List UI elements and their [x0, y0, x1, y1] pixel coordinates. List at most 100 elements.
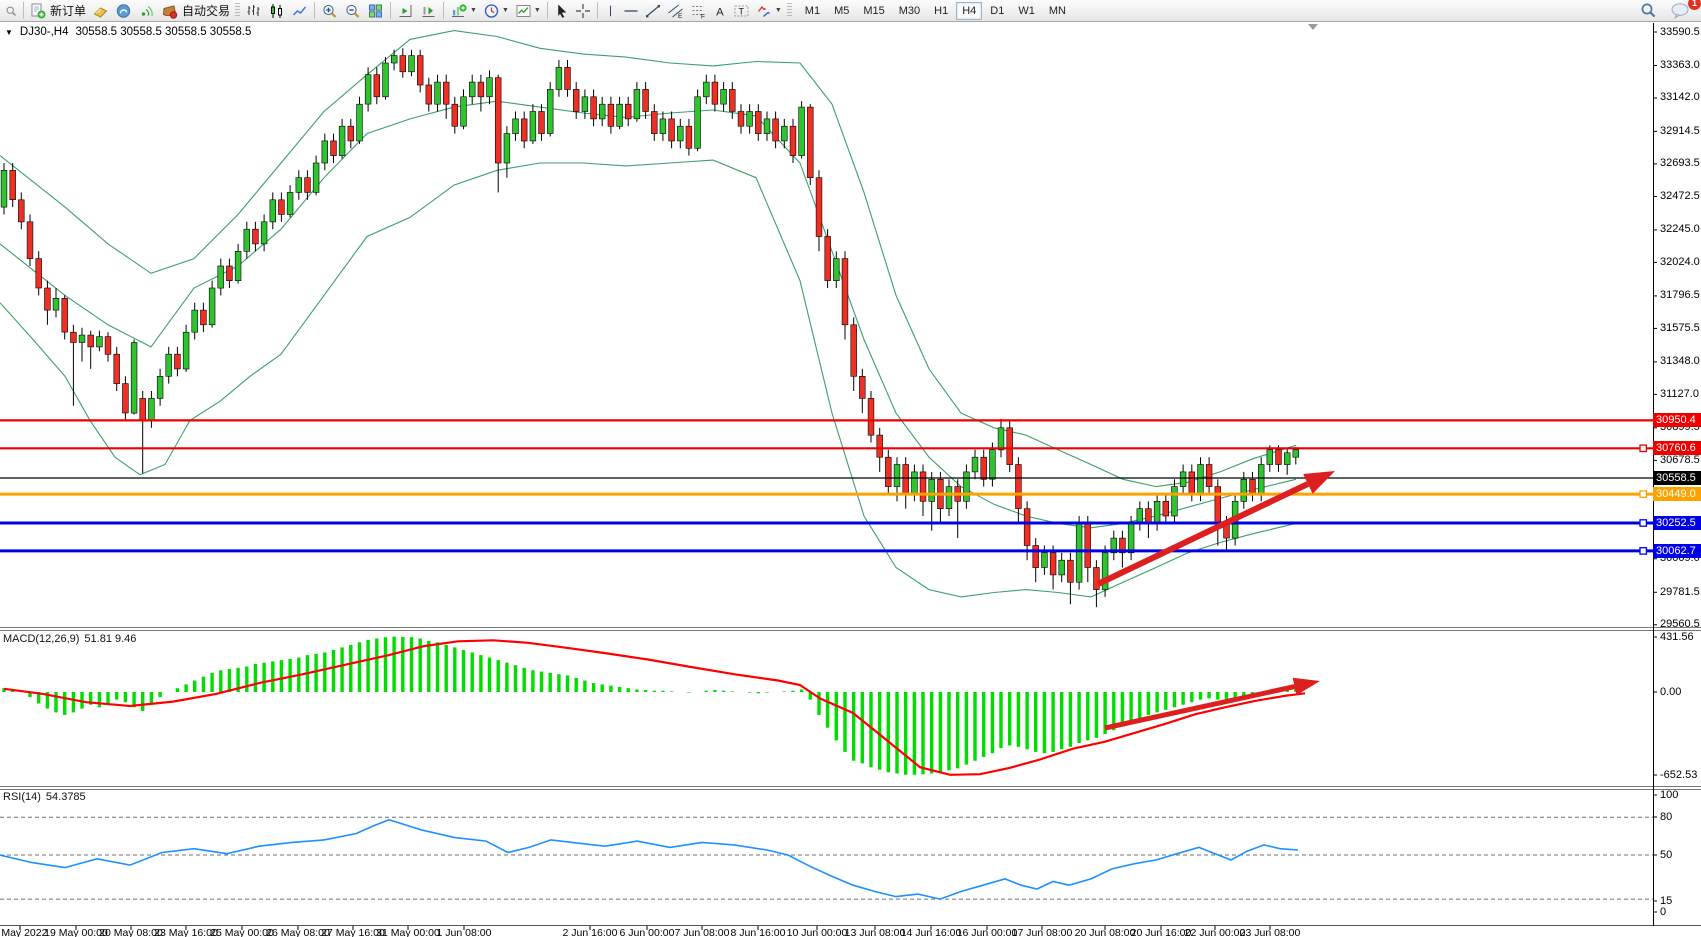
text-label-tool-button[interactable]: T [730, 1, 753, 21]
divider [443, 2, 445, 19]
price-tick-label: 29781.5 [1660, 586, 1700, 598]
timeframe-button-w1[interactable]: W1 [1018, 4, 1035, 17]
channel-tool-button[interactable]: E [664, 1, 687, 21]
timeframe-button-m30[interactable]: M30 [898, 4, 921, 17]
rsi-tick-label: 80 [1660, 811, 1673, 823]
search-button[interactable] [1637, 1, 1660, 21]
vertical-line-icon [604, 3, 617, 19]
indicators-icon [450, 3, 468, 19]
zoom-out-button[interactable] [341, 1, 364, 21]
gold-bar-icon [92, 3, 109, 19]
timeframe-button-h4[interactable]: H4 [956, 1, 983, 20]
timeframe-button-h1[interactable]: H1 [934, 4, 949, 17]
price-level-badge[interactable]: 30760.6 [1653, 441, 1701, 455]
macd-signal-line [3, 639, 1306, 776]
macd-tick-label: -652.53 [1660, 769, 1698, 781]
time-axis-label: 6 Jun 00:00 [619, 927, 675, 937]
timeframe-button-mn[interactable]: MN [1048, 4, 1066, 17]
rsi-tick-label: 0 [1660, 906, 1667, 918]
time-axis-label: 7 Jun 08:00 [674, 927, 730, 937]
price-level-badge[interactable]: 30449.0 [1653, 487, 1701, 501]
vertical-line-tool-button[interactable] [601, 1, 620, 21]
periods-button[interactable]: ▼ [480, 1, 512, 21]
trend-arrow-main[interactable] [1096, 471, 1335, 587]
clock-icon [483, 3, 500, 19]
templates-button[interactable]: ▼ [512, 1, 544, 21]
divider [314, 2, 316, 19]
zoom-in-button[interactable] [318, 1, 341, 21]
price-level-badge[interactable]: 30558.5 [1653, 471, 1701, 485]
rsi-level-lines [0, 816, 1653, 900]
fibonacci-tool-button[interactable]: F [687, 1, 710, 21]
timeframe-button-m5[interactable]: M5 [834, 4, 850, 17]
cursor-icon [554, 3, 569, 19]
cursor-tool-button[interactable] [551, 1, 572, 21]
crosshair-icon [575, 3, 591, 19]
toolbar-grip[interactable] [235, 3, 241, 18]
bar-chart-button[interactable] [242, 1, 265, 21]
chevron-down-icon: ▼ [774, 7, 782, 14]
time-axis-label: 20 May 08:00 [99, 927, 163, 937]
autotrading-label: 自动交易 [182, 4, 231, 18]
time-axis-label: 25 May 00:00 [210, 927, 274, 937]
toolbar-grip[interactable] [786, 3, 792, 18]
timeframe-button-m15[interactable]: M15 [863, 4, 885, 17]
signals-icon [138, 3, 155, 19]
candlestick-chart-button[interactable] [265, 1, 288, 21]
chart-quote-line[interactable]: ▼ DJ30-,H4 30558.5 30558.5 30558.5 30558… [5, 26, 251, 38]
price-level-badge[interactable]: 30950.4 [1653, 413, 1701, 427]
timeframe-button-d1[interactable]: D1 [990, 4, 1005, 17]
macd-name: MACD(12,26,9) [3, 633, 80, 645]
price-tick-label: 32245.0 [1660, 223, 1700, 235]
price-tick-label: 30678.5 [1660, 454, 1700, 466]
time-axis-label: 23 Jun 08:00 [1239, 927, 1301, 937]
level-handle [1639, 547, 1648, 555]
rsi-line [0, 818, 1299, 900]
timeframe-toolbar: M1 M5 M15 M30 H1 H4 D1 W1 MN [798, 1, 1073, 20]
trendline-tool-button[interactable] [642, 1, 664, 21]
trend-arrow-macd[interactable] [1104, 677, 1320, 731]
mql5-community-button[interactable] [112, 1, 135, 21]
time-axis-label: 7 May 2022 [0, 927, 48, 937]
horizontal-line-tool-button[interactable] [620, 1, 642, 21]
ohlc-bars-icon [245, 3, 262, 19]
divider [546, 2, 548, 19]
pane-borders [0, 23, 1701, 930]
symbol-dropdown-icon[interactable]: ▼ [5, 27, 13, 37]
signals-button[interactable] [135, 1, 158, 21]
chart-shift-button[interactable] [417, 1, 440, 21]
chat-bubble-icon [1670, 2, 1691, 19]
price-tick-label: 31127.0 [1660, 388, 1699, 400]
window-menu-button[interactable] [2, 1, 20, 21]
chart-window-icon [5, 3, 17, 19]
rsi-name: RSI(14) [3, 791, 41, 803]
price-tick-label: 32914.5 [1660, 125, 1700, 137]
trendline-icon [645, 3, 661, 19]
text-tool-button[interactable]: A [710, 1, 730, 21]
new-order-button[interactable]: 新订单 [27, 1, 89, 21]
crosshair-tool-button[interactable] [572, 1, 594, 21]
timeframe-button-m1[interactable]: M1 [804, 4, 821, 17]
indicators-button[interactable]: ▼ [447, 1, 480, 21]
arrows-tool-button[interactable]: ▼ [753, 1, 785, 21]
metaeditor-button[interactable] [89, 1, 112, 21]
price-tick-label: 32693.5 [1660, 157, 1700, 169]
notifications-button[interactable]: 1 [1667, 0, 1701, 21]
rsi-value: 54.3785 [45, 791, 86, 803]
price-level-badge[interactable]: 30252.5 [1653, 516, 1701, 530]
tile-windows-icon [367, 3, 384, 19]
tile-windows-button[interactable] [364, 1, 387, 21]
time-axis-label: 22 Jun 00:00 [1184, 927, 1246, 937]
macd-values: 51.81 9.46 [84, 633, 137, 645]
level-handle [1639, 490, 1648, 498]
zoom-in-icon [321, 3, 338, 19]
horizontal-level-lines[interactable] [0, 419, 1653, 555]
toolbar-right-group: 1 [1637, 0, 1701, 21]
auto-scroll-button[interactable] [394, 1, 417, 21]
time-axis-label: 31 May 00:00 [376, 927, 440, 937]
price-level-badge[interactable]: 30062.7 [1653, 544, 1701, 558]
line-chart-button[interactable] [288, 1, 311, 21]
price-tick-label: 33590.5 [1660, 26, 1700, 38]
autotrading-button[interactable]: 自动交易 [158, 1, 233, 21]
